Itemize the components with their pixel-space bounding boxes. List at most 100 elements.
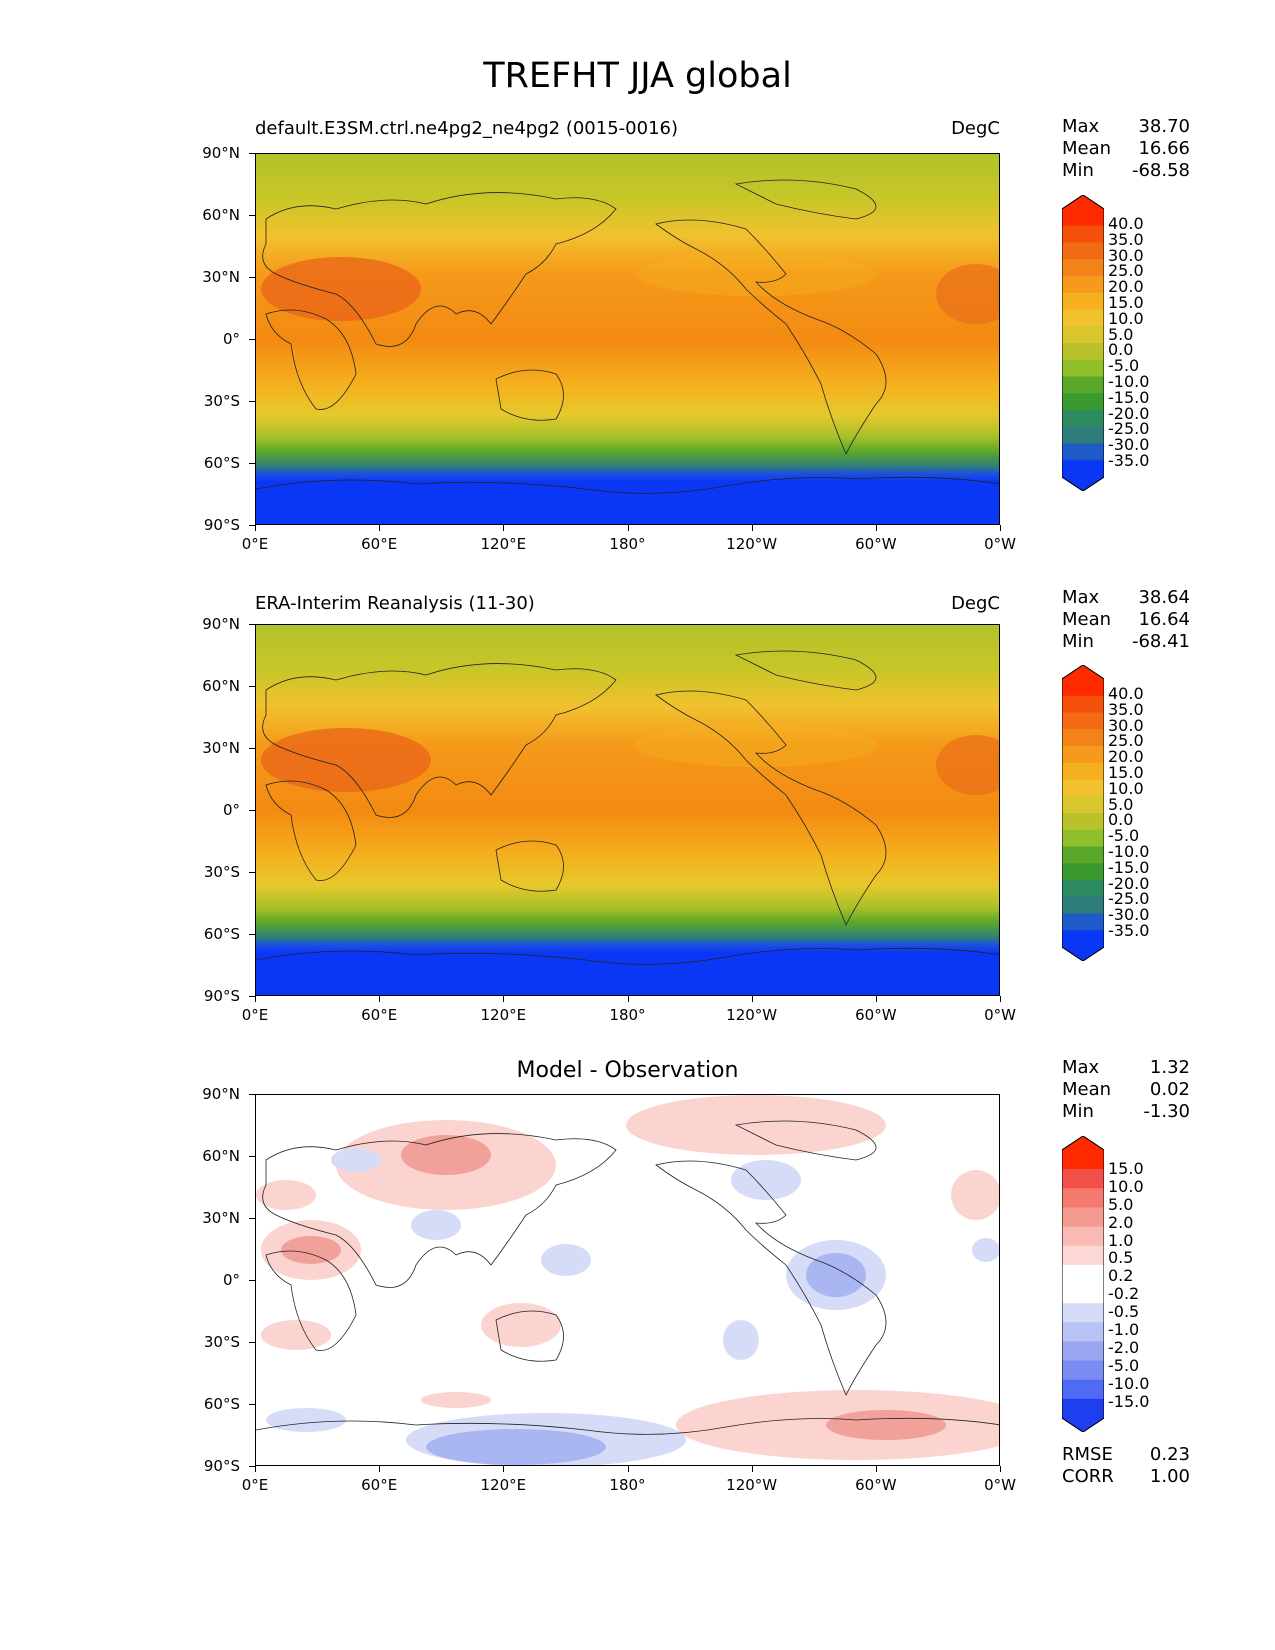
lon-tick-label: 0°E (241, 1476, 269, 1494)
lat-tick (249, 996, 255, 997)
lat-tick-label: 60°N (202, 677, 240, 695)
colorbar-tick-label: 30.0 (1108, 715, 1144, 735)
colorbar-extend-bottom (1062, 1418, 1104, 1432)
colorbar-tick-label: -15.0 (1108, 1391, 1150, 1411)
stats-obs: Max 38.64 Mean 16.64 Min -68.41 (1062, 587, 1190, 653)
lat-tick-label: 0° (222, 801, 240, 819)
colorbar-tick-label: -1.0 (1108, 1320, 1140, 1340)
lat-tick-label: 0° (222, 330, 240, 348)
lat-tick (249, 1280, 255, 1281)
colorbar-tick-label: 10.0 (1108, 308, 1144, 328)
colorbar-swatch (1062, 846, 1104, 864)
colorbar-tick-label: -20.0 (1108, 873, 1150, 893)
lat-tick-label: 0° (222, 1271, 240, 1289)
colorbar-swatch (1062, 1226, 1104, 1247)
colorbar-swatch (1062, 343, 1104, 361)
panel-diff-title: Model - Observation (516, 1058, 739, 1083)
colorbar-extend-top (1062, 195, 1104, 209)
colorbar-swatch (1062, 1398, 1104, 1419)
lon-tick-label: 60°E (361, 1006, 398, 1024)
lat-tick-label: 30°N (202, 268, 240, 286)
lon-tick (255, 525, 256, 531)
colorbar-tick-label: 5.0 (1108, 324, 1134, 344)
lat-tick-label: 30°S (203, 392, 240, 410)
lon-tick (1000, 1466, 1001, 1472)
colorbar-swatch (1062, 796, 1104, 814)
colorbar-swatch (1062, 1188, 1104, 1208)
colorbar-tick-label: 0.0 (1108, 810, 1134, 830)
lon-tick (876, 525, 877, 531)
lat-tick (249, 686, 255, 687)
lon-tick-label: 120°W (726, 1006, 778, 1024)
colorbar-swatch (1062, 1360, 1104, 1381)
lon-tick (1000, 996, 1001, 1002)
colorbar-diff-labels: 15.0 10.0 5.0 2.0 1.0 0.5 0.2 -0.2 -0.5 -1.0 -2.0-… (1108, 1160, 1149, 1410)
panel-obs-title: ERA-Interim Reanalysis (11-30) (255, 593, 535, 614)
colorbar-swatch (1062, 779, 1104, 797)
colorbar-tick-label: 5.0 (1108, 794, 1134, 814)
corr-value: 1.00 (1149, 1466, 1190, 1487)
lat-tick-label: 90°N (202, 144, 240, 162)
stat-mean-value: 16.64 (1138, 609, 1190, 630)
colorbar-swatch (1062, 359, 1104, 377)
colorbar-tick-label: -10.0 (1108, 371, 1150, 391)
colorbar-swatch (1062, 393, 1104, 411)
colorbar-tick-label: -25.0 (1108, 889, 1150, 909)
colorbar-tick-label: -0.5 (1108, 1302, 1140, 1322)
colorbar-swatch (1062, 880, 1104, 898)
lat-tick-label: 60°S (203, 454, 240, 472)
lon-tick-label: 60°E (361, 535, 398, 553)
colorbar-extend-bottom (1062, 947, 1104, 961)
lat-tick (249, 1466, 255, 1467)
lat-tick (249, 872, 255, 873)
stat-min-label: Min (1062, 631, 1094, 652)
lon-tick-label: 60°E (361, 1476, 398, 1494)
map-model (255, 153, 1000, 525)
lat-tick-label: 60°S (203, 925, 240, 943)
lon-tick (255, 996, 256, 1002)
colorbar-swatch (1062, 829, 1104, 847)
panel-obs-units: DegC (951, 593, 1000, 614)
lon-tick-label: 60°W (855, 1006, 897, 1024)
colorbar-swatch (1062, 225, 1104, 243)
colorbar-swatch (1062, 376, 1104, 394)
colorbar-tick-label: 5.0 (1108, 1194, 1134, 1214)
colorbar-swatch (1062, 762, 1104, 780)
stat-max-label: Max (1062, 116, 1100, 137)
lon-tick (503, 525, 504, 531)
colorbar-swatch (1062, 309, 1104, 327)
colorbar-swatch (1062, 813, 1104, 831)
lat-tick (249, 1156, 255, 1157)
lon-tick (628, 525, 629, 531)
colorbar-swatch (1062, 746, 1104, 764)
colorbar-diff (1062, 1136, 1104, 1432)
map-obs (255, 624, 1000, 996)
lat-tick (249, 277, 255, 278)
colorbar-tick-label: -5.0 (1108, 356, 1140, 376)
metrics-diff: RMSE 0.23 CORR 1.00 (1062, 1444, 1190, 1488)
colorbar-extend-bottom (1062, 477, 1104, 491)
stat-max-value: 38.64 (1138, 587, 1190, 608)
colorbar-tick-label: -25.0 (1108, 419, 1150, 439)
colorbar-swatch (1062, 410, 1104, 428)
lat-tick (249, 748, 255, 749)
lon-tick (752, 996, 753, 1002)
colorbar-tick-label: -30.0 (1108, 905, 1150, 925)
lat-tick (249, 401, 255, 402)
lat-tick-label: 60°S (203, 1395, 240, 1413)
panel-model-units: DegC (951, 118, 1000, 139)
map-diff (255, 1094, 1000, 1466)
colorbar-extend-top (1062, 1136, 1104, 1150)
colorbar-swatch (1062, 712, 1104, 730)
stat-mean-value: 0.02 (1149, 1079, 1190, 1100)
lon-tick (876, 996, 877, 1002)
colorbar-swatch (1062, 1169, 1104, 1189)
lat-tick-label: 60°N (202, 206, 240, 224)
stat-max-value: 38.70 (1138, 116, 1190, 137)
colorbar-tick-label: 20.0 (1108, 277, 1144, 297)
colorbar-obs-labels: 40.0 35.0 30.0 25.0 20.0 15.0 10.0 5.0 0.0 -5.0 -1… (1108, 686, 1149, 939)
lon-tick (1000, 525, 1001, 531)
lon-tick-label: 60°W (855, 1476, 897, 1494)
corr-label: CORR (1062, 1466, 1114, 1487)
lat-tick-label: 30°N (202, 739, 240, 757)
